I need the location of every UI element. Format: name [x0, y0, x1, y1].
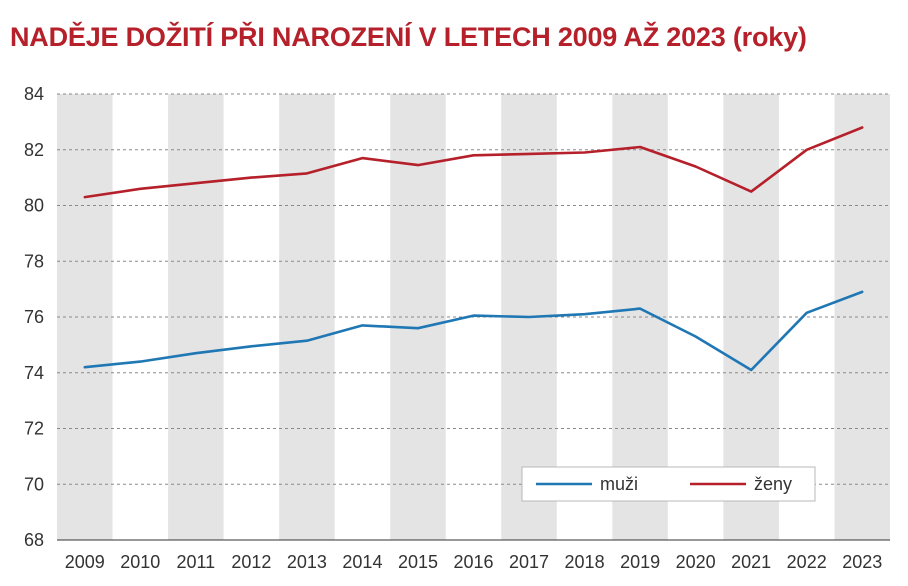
x-tick-label: 2023	[842, 552, 882, 572]
legend-box	[521, 466, 816, 502]
legend-label-1: ženy	[754, 474, 792, 494]
x-tick-label: 2022	[787, 552, 827, 572]
column-band-2021	[723, 94, 779, 540]
gridlines	[57, 93, 890, 541]
y-tick-label: 80	[24, 196, 44, 216]
column-band-2009	[57, 94, 113, 540]
y-tick-label: 68	[24, 530, 44, 550]
y-tick-label: 72	[24, 419, 44, 439]
x-tick-label: 2013	[287, 552, 327, 572]
legend: muži ženy	[521, 466, 816, 502]
chart-title: NADĚJE DOŽITÍ PŘI NAROZENÍ V LETECH 2009…	[10, 22, 807, 52]
y-axis: 68 70 72 74 76 78 80 82 84	[24, 84, 44, 550]
x-tick-label: 2012	[231, 552, 271, 572]
x-tick-label: 2019	[620, 552, 660, 572]
y-tick-label: 78	[24, 251, 44, 271]
x-tick-label: 2014	[342, 552, 382, 572]
x-tick-label: 2016	[453, 552, 493, 572]
x-axis: 2009 2010 2011 2012 2013 2014 2015 2016 2017 2018…	[65, 552, 883, 572]
y-tick-label: 74	[24, 363, 44, 383]
y-tick-label: 70	[24, 474, 44, 494]
series-lines	[83, 126, 864, 372]
y-tick-label: 76	[24, 307, 44, 327]
legend-label-0: muži	[600, 474, 638, 494]
series-line-1	[83, 126, 864, 199]
y-tick-label: 82	[24, 140, 44, 160]
x-tick-label: 2011	[176, 552, 215, 572]
x-tick-label: 2015	[398, 552, 438, 572]
x-tick-label: 2017	[509, 552, 549, 572]
x-tick-label: 2018	[565, 552, 605, 572]
series-line-0	[83, 290, 864, 372]
y-tick-label: 84	[24, 84, 44, 104]
x-tick-label: 2021	[731, 552, 771, 572]
x-tick-label: 2020	[676, 552, 716, 572]
x-tick-label: 2010	[120, 552, 160, 572]
x-tick-label: 2009	[65, 552, 105, 572]
